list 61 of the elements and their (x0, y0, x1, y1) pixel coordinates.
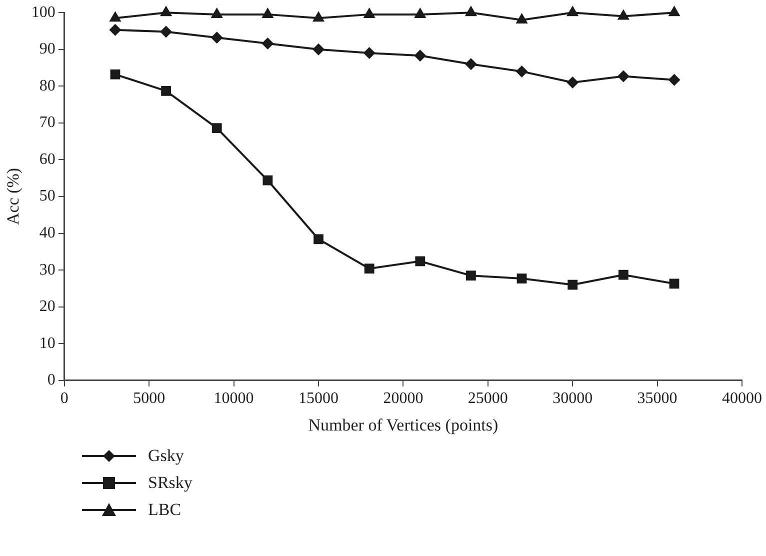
point (669, 278, 680, 289)
point (210, 32, 223, 44)
x-axis-title: Number of Vertices (points) (308, 415, 498, 434)
point (160, 26, 172, 38)
x-tick-label: 40000 (722, 390, 762, 408)
point (160, 6, 172, 16)
point (212, 123, 222, 134)
y-tick-label: 100 (31, 4, 56, 21)
point (262, 7, 274, 18)
point (312, 43, 324, 56)
x-tick-label: 15000 (298, 390, 338, 408)
point (566, 6, 579, 16)
point (210, 7, 223, 18)
legend-label: LBC (148, 500, 182, 520)
point (516, 274, 527, 284)
point (668, 74, 680, 86)
point (466, 270, 476, 281)
point (414, 50, 426, 62)
point (109, 24, 122, 36)
point (109, 11, 122, 22)
x-tick-label: 25000 (468, 390, 508, 408)
y-tick-label: 50 (39, 188, 56, 205)
point (464, 6, 478, 16)
y-axis-title: Acc (%) (4, 168, 23, 226)
point (516, 12, 528, 24)
x-tick-label: 35000 (637, 390, 678, 408)
y-tick-label: 10 (39, 334, 56, 352)
point (617, 70, 630, 82)
x-tick-label: 10000 (214, 390, 254, 408)
y-tick-label: 30 (39, 261, 56, 278)
y-tick-label: 60 (39, 150, 56, 168)
point (668, 6, 680, 16)
x-tick-label: 30000 (552, 390, 593, 408)
y-tick-label: 0 (47, 372, 56, 389)
point (363, 7, 376, 18)
point (617, 9, 630, 20)
y-tick-label: 80 (39, 77, 56, 94)
point (516, 65, 528, 78)
point (464, 58, 477, 70)
legend-label: SRsky (148, 472, 192, 492)
point (568, 280, 578, 290)
point (566, 76, 579, 88)
point (110, 69, 120, 80)
point (161, 86, 171, 96)
point (314, 234, 324, 244)
point (262, 175, 273, 186)
point (364, 264, 374, 274)
y-tick-label: 40 (39, 224, 56, 242)
point (415, 256, 426, 266)
point (262, 37, 274, 50)
x-tick-label: 0 (60, 390, 68, 408)
y-tick-label: 20 (39, 298, 56, 316)
x-tick-label: 20000 (383, 390, 424, 408)
y-tick-label: 70 (39, 114, 56, 132)
point (312, 11, 325, 22)
y-tick-label: 90 (39, 40, 56, 58)
point (618, 270, 628, 280)
point (414, 7, 426, 18)
x-tick-label: 5000 (133, 390, 166, 408)
point (363, 47, 376, 60)
legend-label: Gsky (148, 446, 184, 466)
